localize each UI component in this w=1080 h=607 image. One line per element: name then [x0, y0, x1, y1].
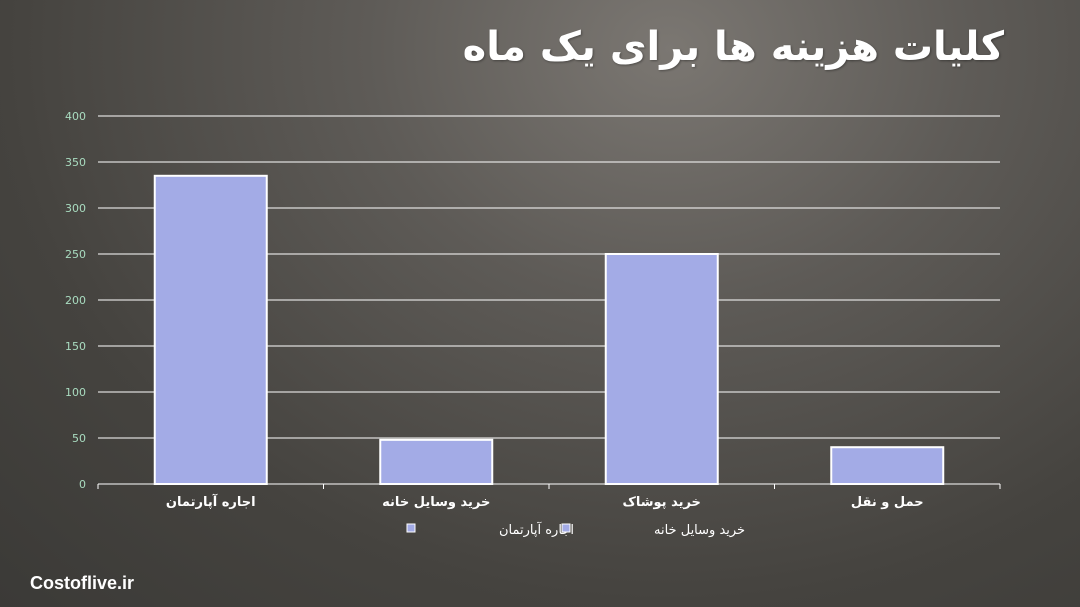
- brand-label: Costoflive.ir: [30, 573, 135, 593]
- y-tick-label: 100: [65, 386, 86, 399]
- legend-swatch: [406, 523, 416, 533]
- category-label: اجاره آپارتمان: [166, 493, 256, 510]
- y-tick-label: 350: [65, 156, 86, 169]
- y-tick-label: 150: [65, 340, 86, 353]
- y-tick-label: 50: [72, 432, 86, 445]
- bar: [153, 174, 268, 486]
- y-tick-label: 0: [79, 478, 86, 491]
- bar: [379, 438, 494, 485]
- category-label: حمل و نقل: [851, 495, 924, 510]
- category-label: خرید وسایل خانه: [382, 495, 490, 510]
- y-tick-label: 400: [65, 110, 86, 123]
- category-label: خرید پوشاک: [623, 495, 701, 510]
- legend-label: اجاره آپارتمان: [499, 521, 574, 538]
- y-tick-label: 200: [65, 294, 86, 307]
- bar: [604, 253, 719, 485]
- bar: [830, 446, 945, 486]
- legend-swatch: [561, 523, 571, 533]
- y-tick-label: 250: [65, 248, 86, 261]
- y-tick-label: 300: [65, 202, 86, 215]
- legend-label: خرید وسایل خانه: [654, 523, 745, 538]
- chart-title: کلیات هزینه ها برای یک ماه: [462, 24, 1004, 70]
